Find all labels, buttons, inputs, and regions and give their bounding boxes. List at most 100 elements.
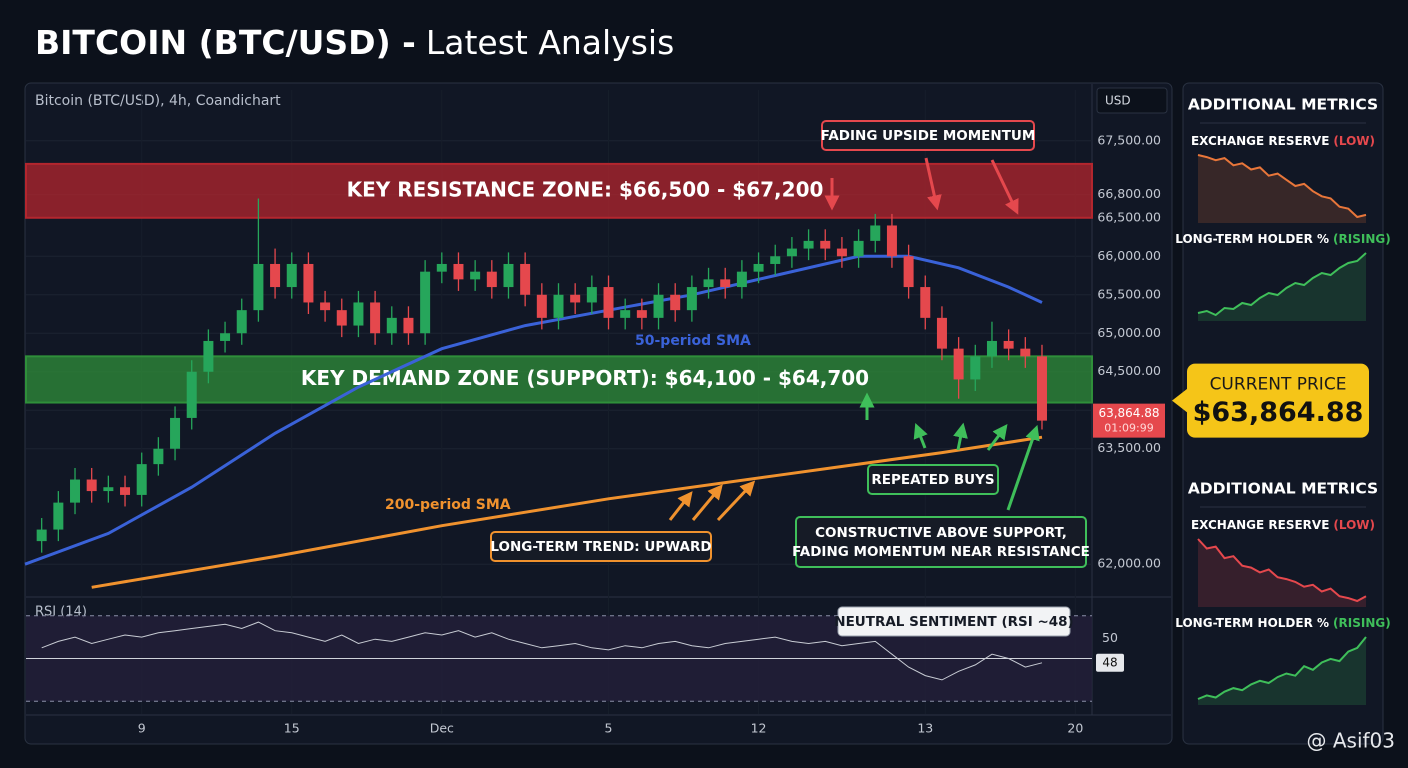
candle-body [536,294,547,318]
candle-body [770,256,781,264]
candle-body [103,487,114,492]
zone-label: KEY DEMAND ZONE (SUPPORT): $64,100 - $64… [301,366,869,390]
annotation-box [837,606,1071,637]
x-tick-label: 13 [917,721,933,736]
metric-name: EXCHANGE RESERVE [1191,518,1329,532]
metrics-title: ADDITIONAL METRICS [1188,96,1378,114]
y-tick-label: 67,500.00 [1097,132,1161,147]
arrow [924,157,942,211]
candle-body [503,263,514,288]
current-price-title: CURRENT PRICE [1210,375,1347,395]
candle-body [153,448,164,465]
candle-body [320,302,331,311]
currency-box [1096,87,1168,114]
candle-body [53,502,64,530]
candle-body [853,240,864,257]
candle-body [820,240,831,249]
sma-label: 200-period SMA [385,497,511,513]
candle-body [353,302,364,326]
candle-body [253,263,264,311]
arrow [990,159,1019,215]
candle-body [970,356,981,380]
rsi-line [41,621,1043,681]
zone-label: KEY RESISTANCE ZONE: $66,500 - $67,200 [347,177,824,201]
metric-status: (RISING) [1333,616,1391,630]
current-price-value: $63,864.88 [1193,397,1364,428]
sparkline-area [1198,637,1366,705]
candle-body [1003,340,1014,349]
candle-body [753,263,764,272]
y-tick-label: 65,000.00 [1097,325,1161,340]
annotation-box [795,516,1087,568]
candle-body [736,271,747,288]
watermark: @ Asif03 [1306,729,1395,753]
metric-name: EXCHANGE RESERVE [1191,134,1329,148]
y-tick-label: 66,800.00 [1097,186,1161,201]
candle-body [1036,356,1047,421]
x-tick-label: 15 [284,721,300,736]
candle-body [936,317,947,349]
rsi-tick-label: 50 [1102,630,1118,645]
candle-body [186,371,197,418]
candle-body [86,479,97,492]
candle-body [120,487,131,495]
metric-label: EXCHANGE RESERVE (LOW) [1191,134,1375,148]
arrow [691,484,723,521]
candle-body [603,287,614,318]
candle-body [653,294,664,318]
zone [25,162,1093,219]
annotation-box [821,120,1035,151]
last-price-tag [1093,403,1165,438]
candle-body [620,310,631,318]
sparkline-area [1198,253,1366,321]
candle-body [220,333,231,341]
arrow [1006,424,1040,511]
x-tick-label: 20 [1067,721,1083,736]
sparkline [1197,538,1367,603]
candle-body [553,294,564,318]
candle-body [453,263,464,280]
candle-body [470,271,481,280]
rsi-last-label: 48 [1102,655,1117,669]
y-tick-label: 66,000.00 [1097,248,1161,263]
candle-body [36,529,47,542]
annotation: CONSTRUCTIVE ABOVE SUPPORT, [815,525,1067,541]
metric-status: (LOW) [1333,134,1375,148]
annotation-box [867,464,999,495]
metric-status: (LOW) [1333,518,1375,532]
title-bold: BITCOIN (BTC/USD) - [35,23,416,62]
sparkline-area [1198,155,1366,223]
current-price-pointer [1172,386,1190,415]
y-tick-label: 63,500.00 [1097,440,1161,455]
last-price-label: 63,864.88 [1098,406,1159,420]
arrow [986,424,1008,451]
annotation: LONG-TERM TREND: UPWARD [490,539,711,555]
candle-body [986,340,997,357]
chart-subtitle: Bitcoin (BTC/USD), 4h, Coandichart [35,93,281,109]
annotation: NEUTRAL SENTIMENT (RSI ~48) [834,614,1073,630]
candle-body [303,263,314,303]
candle-body [886,225,897,257]
sparkline [1197,154,1367,219]
current-price-box [1187,363,1369,438]
metric-name: LONG-TERM HOLDER % [1175,232,1329,246]
candle-body [270,263,281,288]
candle-body [686,287,697,311]
annotation: FADING MOMENTUM NEAR RESISTANCE [792,544,1090,560]
annotation-box [490,531,712,562]
candle-body [70,479,81,503]
candle-body [720,279,731,288]
x-tick-label: 9 [138,721,146,736]
annotation: FADING UPSIDE MOMENTUM [821,128,1036,144]
y-tick-label: 65,500.00 [1097,286,1161,301]
x-tick-label: 5 [605,721,613,736]
candle-body [486,271,497,288]
x-tick-label: 12 [751,721,767,736]
candle-body [903,256,914,288]
metric-name: LONG-TERM HOLDER % [1175,616,1329,630]
sma-label: 50-period SMA [635,333,751,349]
candle-body [436,263,447,272]
candle-body [203,340,214,372]
